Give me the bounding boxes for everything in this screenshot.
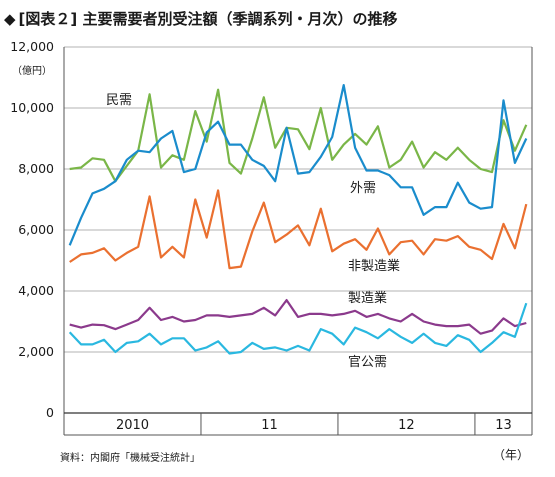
x-year-label: 2010 (116, 418, 149, 433)
series-label: 外需 (350, 181, 376, 196)
y-tick-label: 2,000 (18, 344, 54, 359)
series-line-外需 (68, 83, 528, 246)
series-label: 製造業 (348, 290, 387, 306)
y-tick-label: 8,000 (18, 161, 54, 176)
y-axis-unit: （億円） (12, 66, 52, 77)
series-line-非製造業 (69, 189, 528, 270)
diamond-icon: ◆ (4, 10, 16, 28)
series-label: 官公需 (348, 354, 387, 370)
x-axis-unit: （年） (492, 448, 529, 462)
y-tick-label: 0 (46, 405, 54, 420)
y-tick-label: 4,000 (18, 283, 54, 298)
source-note: 資料：内閣府「機械受注統計」 (60, 453, 200, 464)
x-year-label: 11 (261, 418, 278, 433)
x-year-label: 12 (398, 418, 415, 433)
y-tick-label: 6,000 (18, 222, 54, 237)
series-line-官公需 (68, 302, 528, 355)
series-label: 民需 (106, 93, 132, 108)
chart-title: ◆ [図表２] 主要需要者別受注額（季調系列・月次）の推移 (4, 8, 397, 29)
series-line-民需 (69, 88, 528, 183)
y-tick-label: 12,000 (10, 39, 54, 54)
series-label: 非製造業 (348, 258, 400, 274)
chart-title-text: [図表２] 主要需要者別受注額（季調系列・月次）の推移 (18, 10, 398, 28)
series-line-製造業 (69, 299, 527, 335)
x-year-label: 13 (495, 418, 512, 433)
y-tick-label: 10,000 (10, 100, 54, 115)
